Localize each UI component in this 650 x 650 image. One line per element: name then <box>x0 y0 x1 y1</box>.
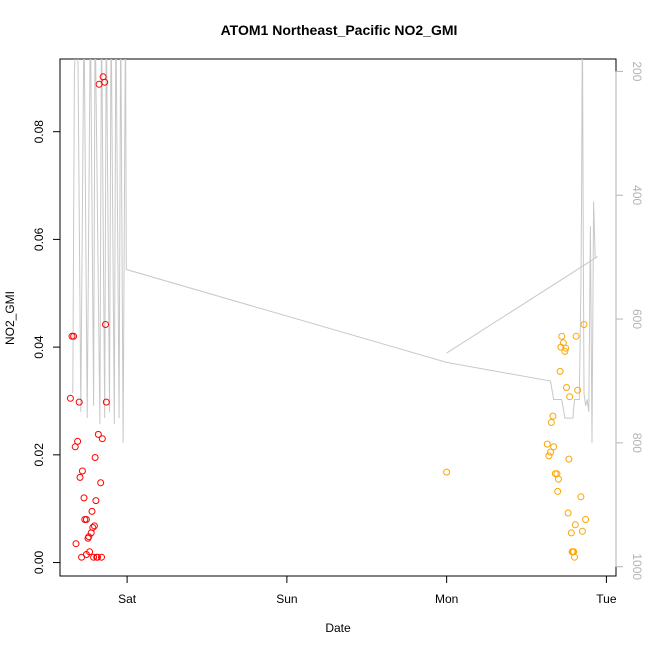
data-point-series-1 <box>98 553 105 561</box>
data-point-series-1 <box>101 78 109 86</box>
data-point-series-2 <box>580 321 588 328</box>
x-axis-label: Date <box>325 621 351 635</box>
plot-area <box>59 58 617 577</box>
x-tick-label: Mon <box>435 592 458 606</box>
data-point-series-2 <box>571 521 579 529</box>
data-point-series-2 <box>572 332 580 340</box>
data-point-series-2 <box>567 529 575 537</box>
data-point-series-1 <box>70 332 78 340</box>
data-point-series-1 <box>78 467 86 475</box>
y-right-tick-label: 800 <box>630 433 644 453</box>
pressure-trace <box>72 59 599 443</box>
data-point-series-1 <box>91 454 99 461</box>
data-point-series-1 <box>82 516 90 523</box>
data-point-series-1 <box>92 497 100 505</box>
data-point-series-1 <box>85 533 93 541</box>
data-point-series-2 <box>545 452 553 460</box>
y-axis-label: NO2_GMI <box>3 291 17 345</box>
data-point-series-1 <box>80 494 88 502</box>
data-point-series-1 <box>97 479 105 487</box>
data-point-series-1 <box>90 522 98 530</box>
data-point-series-2 <box>570 548 578 556</box>
pressure-line <box>72 59 599 443</box>
data-point-series-2 <box>563 384 570 391</box>
chart-title: ATOM1 Northeast_Pacific NO2_GMI <box>221 22 458 38</box>
data-point-series-2 <box>547 448 554 456</box>
data-point-series-1 <box>102 321 109 328</box>
y-right-tick-label: 1000 <box>630 553 644 580</box>
data-point-series-1 <box>98 435 106 443</box>
y-tick-label: 0.04 <box>32 335 46 359</box>
x-axis: Sat Sun Mon Tue <box>118 575 617 606</box>
data-point-series-2 <box>565 455 573 463</box>
data-point-series-1 <box>88 507 96 515</box>
data-point-series-2 <box>564 509 572 517</box>
data-point-series-1 <box>66 394 74 402</box>
data-point-series-2 <box>566 393 574 401</box>
data-point-series-1 <box>90 553 98 561</box>
y-right-tick-label: 600 <box>630 309 644 329</box>
x-tick-label: Sat <box>118 592 137 606</box>
y-axis-right: 200 400 600 800 1000 <box>615 61 644 580</box>
data-point-series-2 <box>562 344 570 352</box>
y-tick-label: 0.02 <box>32 443 46 467</box>
data-point-series-1 <box>86 548 94 556</box>
y-tick-label: 0.08 <box>32 120 46 144</box>
y-tick-label: 0.00 <box>32 550 46 574</box>
y-tick-label: 0.06 <box>32 227 46 251</box>
data-point-series-2 <box>543 440 551 448</box>
x-tick-label: Tue <box>596 592 617 606</box>
data-point-series-1 <box>89 524 97 531</box>
data-point-series-2 <box>558 332 566 340</box>
data-point-series-2 <box>577 493 585 501</box>
data-point-series-2 <box>443 468 451 476</box>
data-point-series-2 <box>549 412 557 420</box>
data-point-series-2 <box>554 487 562 495</box>
data-point-series-1 <box>94 553 101 561</box>
data-point-series-2 <box>578 527 586 535</box>
data-point-series-1 <box>75 398 83 406</box>
data-point-series-1 <box>74 437 82 445</box>
data-point-series-2 <box>556 367 564 375</box>
data-point-series-2 <box>550 443 558 451</box>
data-points <box>66 73 590 561</box>
data-point-series-1 <box>94 430 102 438</box>
plot-frame <box>59 58 617 577</box>
data-point-series-1 <box>102 398 110 406</box>
data-point-series-2 <box>561 347 569 355</box>
data-point-series-2 <box>582 516 590 523</box>
data-point-series-1 <box>76 473 84 481</box>
data-point-series-2 <box>547 419 555 426</box>
data-point-series-1 <box>72 540 80 548</box>
x-tick-label: Sun <box>276 592 297 606</box>
data-point-series-2 <box>571 553 578 561</box>
data-point-series-2 <box>555 475 562 483</box>
y-right-tick-label: 400 <box>630 185 644 205</box>
y-axis-left: 0.00 0.02 0.04 0.06 0.08 <box>32 120 61 574</box>
y-right-tick-label: 200 <box>630 61 644 81</box>
data-point-series-2 <box>574 386 582 394</box>
